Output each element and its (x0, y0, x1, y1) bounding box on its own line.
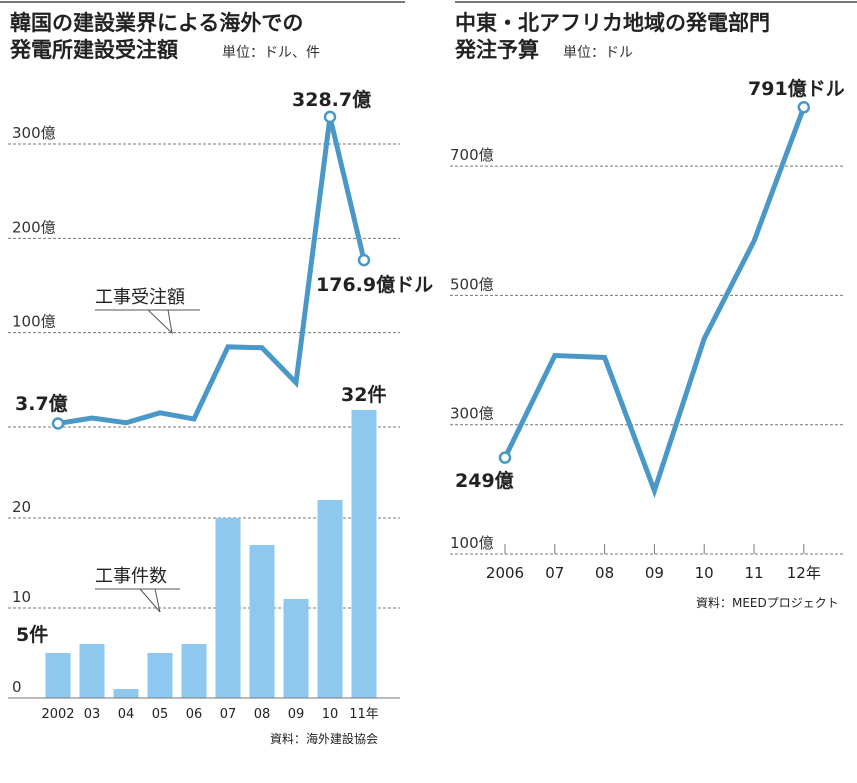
line-series (502, 106, 807, 499)
x-tick-label: 09 (288, 707, 305, 722)
x-tick-label: 03 (84, 707, 101, 722)
x-tick-label: 2002 (41, 707, 74, 722)
y-tick-label: 100億 (450, 534, 494, 552)
line-peak-label: 328.7億 (292, 88, 371, 111)
x-tick-label: 06 (186, 707, 203, 722)
x-tick-label: 11 (744, 564, 763, 582)
bar (45, 653, 71, 698)
right-first-label: 249億 (455, 469, 514, 492)
y-tick-label: 100億 (12, 313, 56, 331)
right-title-line2: 発注予算 (454, 38, 539, 62)
right-last-label: 791億ドル (748, 77, 845, 100)
left-chart: 韓国の建設業界による海外での 発電所建設受注額 単位：ドル、件 100億 200億… (0, 1, 433, 746)
right-chart: 中東・北アフリカ地域の発電部門 発注予算 単位：ドル 100億 300億 500億 7… (450, 1, 857, 610)
bar (147, 653, 173, 698)
y-tick-label: 700億 (450, 146, 494, 164)
bar-y-tick-label: 0 (12, 678, 22, 696)
x-tick-label: 10 (322, 707, 339, 722)
left-title-line2: 発電所建設受注額 (9, 38, 178, 62)
bar (215, 518, 241, 698)
bar (351, 410, 377, 698)
bar-y-tick-label: 10 (12, 588, 31, 606)
line-series (57, 116, 367, 426)
data-point-marker (51, 417, 65, 430)
bar-last-label: 32件 (341, 383, 386, 406)
x-tick-label: 05 (152, 707, 169, 722)
left-unit: 単位：ドル、件 (222, 45, 320, 61)
bar (283, 599, 309, 698)
line-series-label: 工事受注額 (95, 287, 185, 308)
x-tick-label: 04 (118, 707, 135, 722)
bar (249, 545, 275, 698)
data-point-marker (357, 253, 371, 267)
x-tick-label: 08 (595, 564, 614, 582)
line-last-label: 176.9億ドル (316, 273, 433, 296)
bar (317, 500, 343, 698)
right-source: 資料：MEEDプロジェクト (696, 596, 839, 610)
bar (113, 689, 139, 698)
y-tick-label: 200億 (12, 218, 56, 236)
bar-series-label: 工事件数 (95, 566, 167, 587)
bar-y-tick-label: 20 (12, 498, 31, 516)
data-point-marker (498, 451, 512, 464)
right-title-line1: 中東・北アフリカ地域の発電部門 (455, 11, 770, 35)
y-tick-label: 500億 (450, 275, 494, 293)
left-title-line1: 韓国の建設業界による海外での (10, 11, 303, 35)
x-tick-label: 10 (695, 564, 714, 582)
x-tick-label: 08 (254, 707, 271, 722)
y-tick-label: 300億 (12, 124, 56, 142)
x-tick-label: 11年 (349, 707, 379, 722)
x-tick-label: 07 (220, 707, 237, 722)
data-point-marker (797, 101, 811, 114)
data-point-marker (323, 110, 337, 124)
bar-first-label: 5件 (16, 623, 48, 646)
callout-pointer (147, 309, 173, 335)
x-tick-label: 09 (645, 564, 664, 582)
callout-pointer (139, 588, 161, 613)
x-tick-label: 07 (545, 564, 564, 582)
bar (181, 644, 207, 698)
x-tick-label: 12年 (787, 564, 821, 582)
left-source: 資料：海外建設協会 (270, 731, 378, 746)
right-unit: 単位：ドル (563, 45, 633, 61)
x-tick-label: 2006 (486, 564, 524, 582)
bar (79, 644, 105, 698)
y-tick-label: 300億 (450, 405, 494, 423)
line-first-label: 3.7億 (15, 392, 68, 415)
